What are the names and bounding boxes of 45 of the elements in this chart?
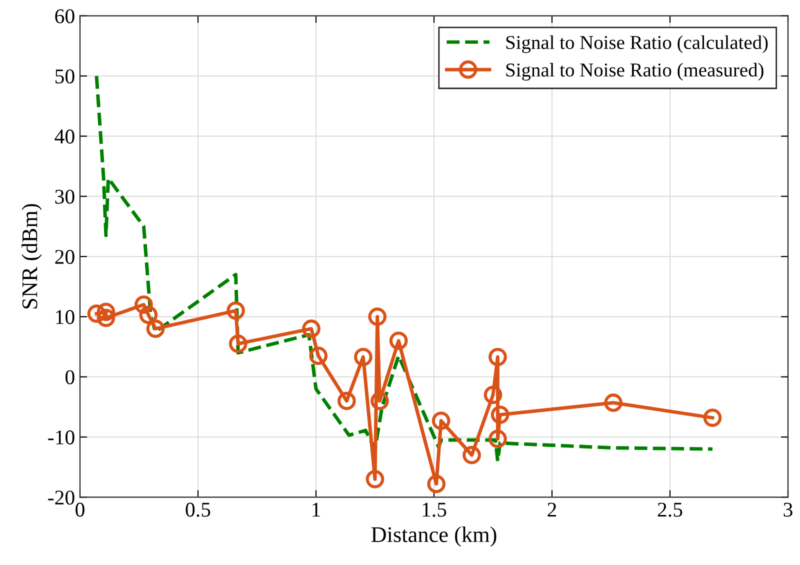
point [87, 304, 106, 323]
point [338, 392, 356, 410]
y-tick-label: 60 [55, 9, 74, 24]
point [370, 392, 389, 410]
x-tick-label: 2.5 [658, 502, 682, 517]
x-tick-label: 0.5 [186, 502, 210, 517]
y-tick-label: -20 [48, 490, 74, 505]
point [462, 446, 481, 464]
y-tick-label: 40 [54, 130, 74, 144]
x-tick-label: 3 [784, 502, 792, 517]
point [228, 334, 248, 353]
y-tick-label: 0 [66, 370, 74, 384]
point [488, 430, 507, 448]
point [432, 412, 450, 430]
x-tick-label: 0 [76, 502, 84, 517]
point [604, 394, 623, 412]
y-tick-label: 10 [56, 310, 74, 324]
point [139, 306, 158, 324]
point [134, 295, 153, 314]
point [703, 408, 722, 427]
x-tick-label: 2 [548, 502, 556, 517]
point [226, 301, 245, 320]
point [366, 470, 384, 488]
x-tick-label: 1 [312, 502, 320, 517]
point [302, 320, 320, 338]
point [146, 320, 165, 338]
point [354, 348, 372, 366]
x-axis-title: Distance (km) [371, 526, 496, 547]
point [368, 308, 387, 326]
y-tick-label: 50 [56, 69, 74, 84]
y-axis-title: SNR (dBm) [22, 204, 42, 308]
x-tick-label: 1.5 [422, 502, 446, 517]
point [484, 386, 502, 404]
point [389, 332, 408, 350]
point [490, 406, 510, 424]
point [309, 346, 328, 365]
point [96, 302, 116, 322]
point [96, 308, 116, 328]
y-tick-label: -10 [48, 430, 74, 444]
y-tick-label: 30 [55, 190, 74, 204]
legend-label: Signal to Noise Ratio (calculated) [506, 35, 768, 54]
y-tick-label: 20 [55, 250, 74, 264]
point [488, 348, 507, 366]
legend-label: Signal to Noise Ratio (measured) [506, 62, 764, 81]
point [427, 474, 446, 494]
